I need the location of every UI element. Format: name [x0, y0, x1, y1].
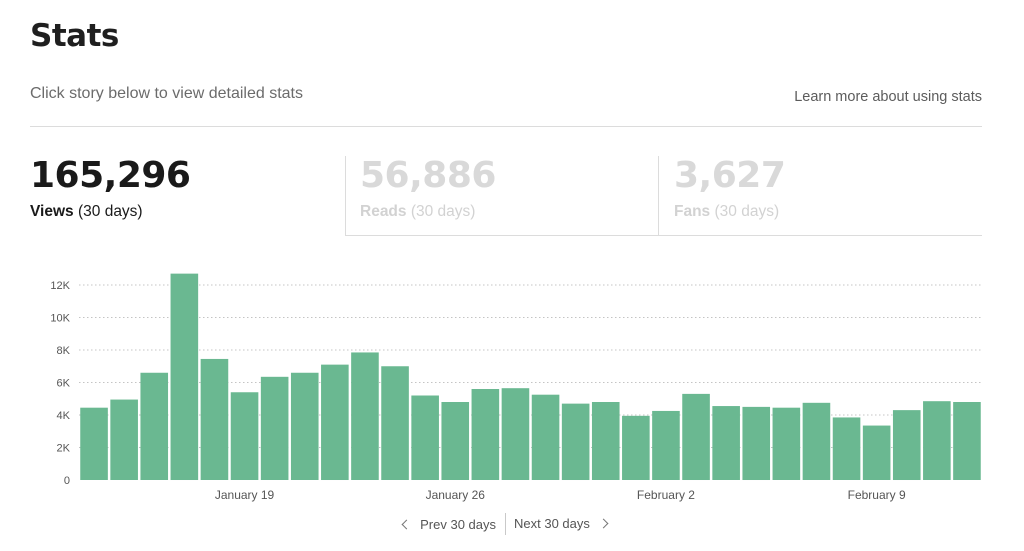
views-label: Views	[30, 203, 74, 220]
x-tick-label: February 9	[848, 488, 906, 502]
bar[interactable]	[290, 372, 319, 480]
fans-caption: Fans (30 days)	[674, 202, 982, 222]
next-label: Next 30 days	[514, 516, 590, 532]
bar[interactable]	[712, 406, 740, 480]
bar[interactable]	[531, 394, 560, 480]
grid-lines	[79, 284, 982, 448]
bar[interactable]	[742, 406, 771, 481]
bar[interactable]	[260, 376, 289, 480]
y-tick-label: 8K	[57, 345, 71, 357]
reads-caption: Reads (30 days)	[360, 202, 658, 222]
next-30-days-button[interactable]: Next 30 days	[514, 516, 609, 532]
reads-period: (30 days)	[410, 203, 476, 220]
bar[interactable]	[501, 388, 530, 480]
pagination: Prev 30 days Next 30 days	[0, 513, 1010, 536]
bar[interactable]	[110, 399, 138, 480]
prev-label: Prev 30 days	[420, 517, 496, 533]
x-tick-label: January 26	[426, 488, 486, 502]
bar[interactable]	[652, 410, 680, 480]
bar[interactable]	[200, 358, 229, 480]
pager-divider	[505, 513, 506, 535]
bar[interactable]	[140, 372, 169, 480]
bar[interactable]	[441, 402, 470, 480]
y-tick-label: 6K	[57, 378, 71, 390]
tab-fans[interactable]: 3,627 Fans (30 days)	[658, 156, 982, 236]
views-count: 165,296	[30, 155, 191, 196]
bar[interactable]	[351, 352, 379, 480]
fans-count: 3,627	[674, 155, 786, 196]
header-divider	[30, 126, 982, 127]
learn-more-link[interactable]: Learn more about using stats	[794, 89, 982, 105]
views-bar-chart: 0 2K 4K 6K 8K 10K 12K January 19 January 26 Febr…	[50, 273, 982, 502]
reads-count: 56,886	[360, 155, 496, 196]
bar[interactable]	[622, 415, 650, 480]
bar[interactable]	[923, 401, 951, 480]
fans-period: (30 days)	[714, 203, 780, 220]
y-tick-label: 2K	[57, 443, 71, 455]
bar[interactable]	[682, 393, 710, 481]
bar[interactable]	[832, 417, 861, 480]
y-axis-ticks: 0 2K 4K 6K 8K 10K 12K	[50, 280, 70, 487]
page-title: Stats	[30, 18, 119, 54]
bar[interactable]	[471, 389, 500, 480]
bar[interactable]	[953, 402, 981, 480]
chevron-right-icon	[598, 518, 609, 529]
tab-reads[interactable]: 56,886 Reads (30 days)	[345, 156, 658, 236]
y-tick-label: 12K	[50, 280, 70, 292]
x-tick-label: February 2	[637, 488, 695, 502]
fans-label: Fans	[674, 203, 711, 220]
bar[interactable]	[772, 407, 801, 480]
tab-views[interactable]: 165,296 Views (30 days)	[30, 156, 345, 236]
page-subtitle: Click story below to view detailed stats	[30, 85, 303, 102]
views-period: (30 days)	[77, 203, 143, 220]
y-tick-label: 4K	[57, 410, 71, 422]
views-caption: Views (30 days)	[30, 202, 345, 222]
y-tick-label: 0	[64, 475, 70, 487]
bar[interactable]	[411, 395, 439, 481]
bar[interactable]	[381, 366, 409, 480]
bar[interactable]	[862, 425, 891, 480]
x-tick-label: January 19	[215, 488, 275, 502]
bar[interactable]	[892, 410, 921, 481]
reads-label: Reads	[360, 203, 407, 220]
bar[interactable]	[80, 407, 108, 480]
bar[interactable]	[802, 402, 831, 480]
bar[interactable]	[561, 403, 590, 481]
bar[interactable]	[591, 402, 620, 480]
chevron-left-icon	[401, 519, 412, 530]
bars	[80, 273, 981, 481]
x-axis-ticks: January 19 January 26 February 2 February 9	[215, 488, 906, 502]
prev-30-days-button[interactable]: Prev 30 days	[401, 517, 496, 533]
bar[interactable]	[230, 392, 259, 480]
y-tick-label: 10K	[50, 313, 70, 325]
bar[interactable]	[170, 273, 199, 481]
bar[interactable]	[321, 364, 349, 481]
